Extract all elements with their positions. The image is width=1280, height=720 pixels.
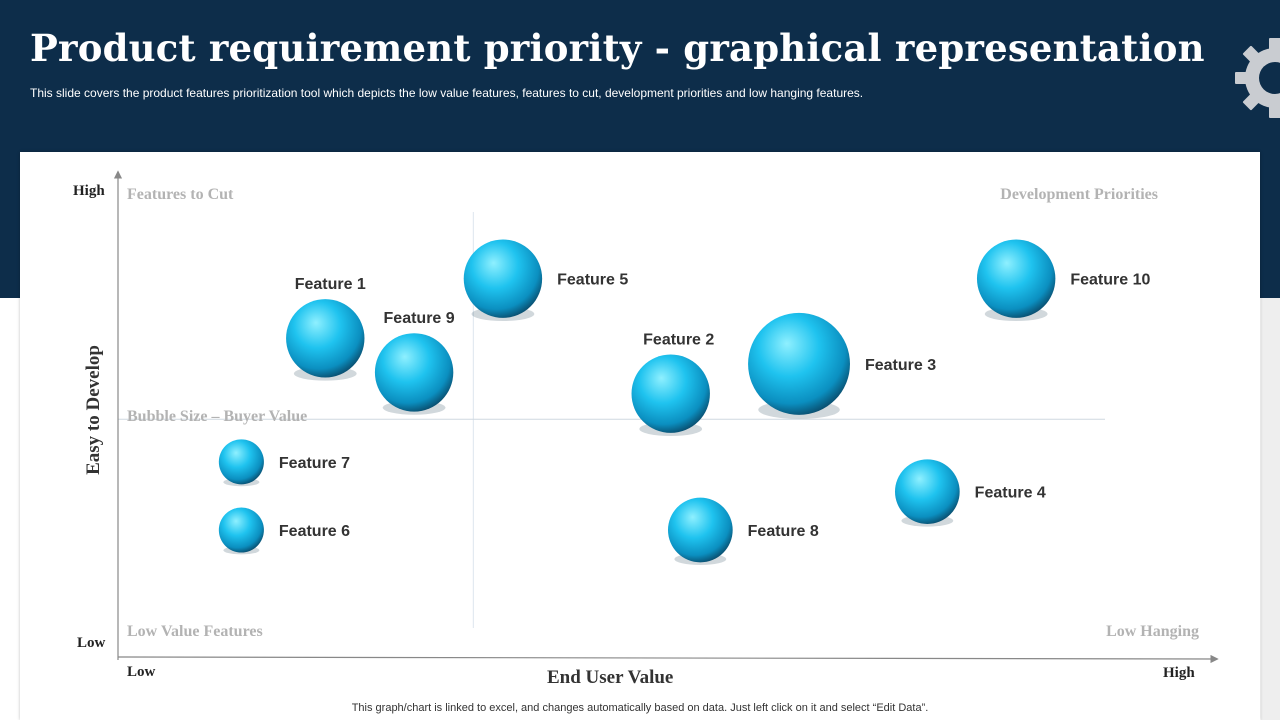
bubble-4 [895, 459, 960, 525]
x-axis-label: End User Value [547, 667, 674, 688]
quadrant-label-bottom-left: Low Value Features [127, 623, 263, 640]
bubble-label: Feature 4 [975, 485, 1046, 502]
quadrant-label-bottom-right: Low Hanging [1106, 623, 1199, 640]
bubble-2 [631, 354, 710, 433]
bubble-size-note: Bubble Size – Buyer Value [127, 408, 308, 425]
chart-panel [20, 152, 1260, 720]
page-subtitle: This slide covers the product features p… [30, 86, 864, 100]
y-axis-label: Easy to Develop [83, 345, 104, 475]
gear-icon [1235, 38, 1280, 118]
bubble-label: Feature 3 [865, 357, 936, 374]
bubble-label: Feature 9 [384, 310, 455, 327]
y-tick-high: High [73, 183, 105, 199]
bubble-label: Feature 6 [279, 523, 350, 540]
quadrant-label-top-right: Development Priorities [1000, 186, 1158, 203]
bubble-7 [218, 439, 264, 485]
side-strip [1261, 298, 1280, 720]
x-tick-low: Low [127, 664, 156, 680]
bubble-10 [976, 239, 1056, 318]
bubble-label: Feature 2 [643, 332, 714, 349]
footnote: This graph/chart is linked to excel, and… [351, 702, 929, 714]
bubble-label: Feature 10 [1070, 272, 1150, 289]
bubble-6 [218, 507, 264, 553]
y-tick-low: Low [77, 635, 106, 651]
bubble-label: Feature 7 [279, 455, 350, 472]
bubble-1 [286, 299, 365, 378]
bubble-3 [748, 312, 850, 415]
bubble-5 [463, 239, 543, 318]
x-tick-high: High [1163, 665, 1195, 681]
page-title: Product requirement priority - graphical… [30, 26, 1205, 70]
bubble-8 [667, 497, 733, 563]
bubble-label: Feature 1 [295, 276, 366, 293]
quadrant-label-top-left: Features to Cut [127, 186, 234, 203]
bubble-9 [374, 333, 454, 412]
bubble-label: Feature 8 [748, 523, 819, 540]
bubble-label: Feature 5 [557, 272, 628, 289]
x-axis-line [117, 654, 1219, 664]
